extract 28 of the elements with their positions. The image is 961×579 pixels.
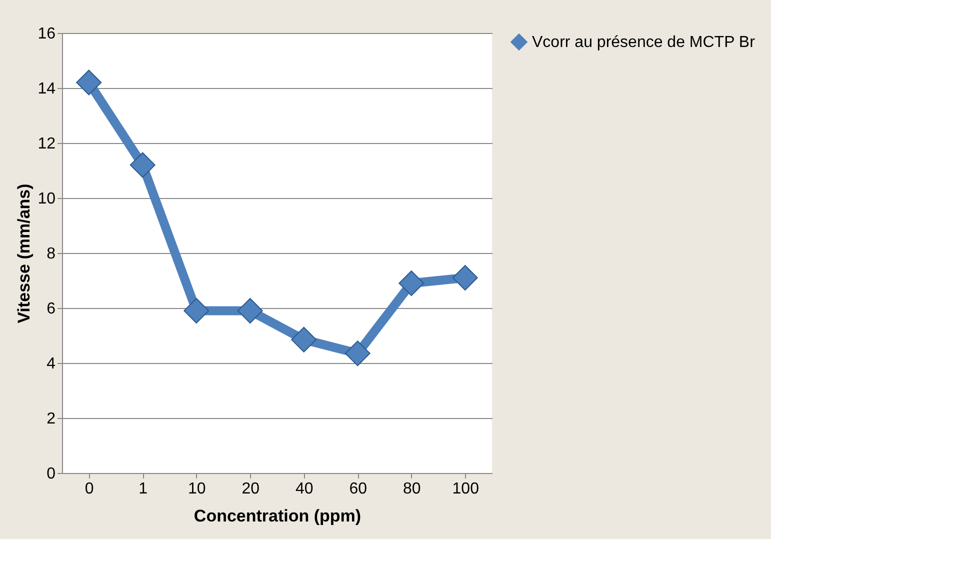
y-tick-label: 12 [38, 136, 56, 152]
point [130, 152, 156, 178]
y-tick-label: 4 [46, 356, 56, 372]
legend-label: Vcorr au présence de MCTP Br [532, 34, 756, 51]
x-tick-label: 40 [295, 480, 314, 498]
y-axis-title: Vitesse (mm/ans) [14, 184, 34, 324]
point [452, 265, 478, 290]
x-tick-label: 1 [138, 480, 148, 498]
x-axis-title: Concentration (ppm) [194, 506, 362, 526]
x-tick-label: 100 [452, 480, 480, 498]
y-tick-label: 10 [38, 190, 56, 208]
point [291, 326, 317, 352]
y-tick-label: 0 [46, 466, 56, 482]
x-tick-label: 20 [242, 480, 260, 498]
point [344, 340, 370, 366]
x-tick-label: 60 [349, 480, 368, 498]
y-tick-label: 16 [38, 26, 56, 42]
y-tick-label: 2 [46, 410, 56, 428]
point [76, 70, 102, 96]
point [398, 270, 424, 296]
y-tick-label: 6 [46, 300, 56, 318]
y-tick-label: 14 [38, 80, 56, 98]
x-tick-label: 80 [402, 480, 421, 498]
x-tick-label: 0 [84, 480, 94, 498]
point [237, 298, 263, 324]
point [184, 298, 210, 324]
x-tick-label: 10 [188, 480, 206, 498]
y-tick-label: 8 [46, 246, 56, 262]
